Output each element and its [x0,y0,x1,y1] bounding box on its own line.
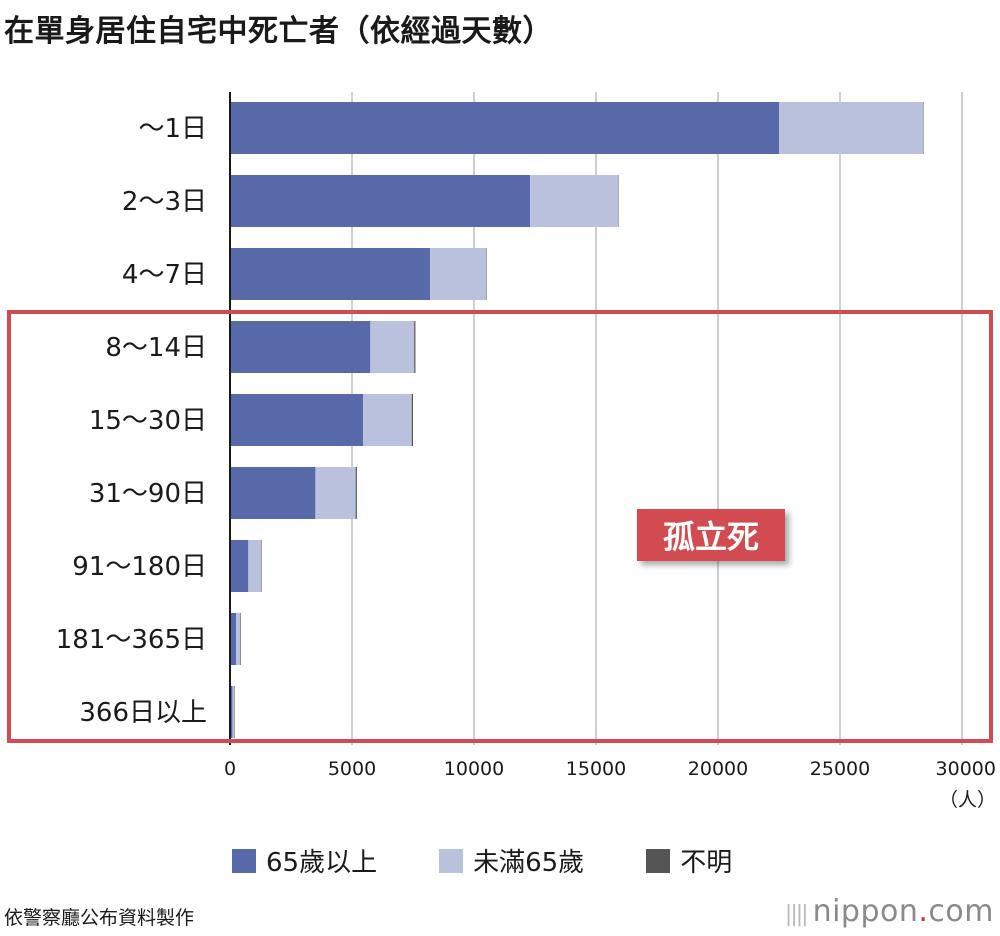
legend-swatch-unknown [646,848,671,873]
legend-item-unknown: 不明 [646,842,732,879]
bar-3-series-1 [370,321,415,373]
bar-5-series-2 [355,467,357,519]
legend-item-65-plus: 65歲以上 [232,842,377,879]
isolated-death-annotation: 孤立死 [637,509,785,561]
brand-bars-icon: |||| [784,902,809,927]
bar-2-series-1 [430,248,487,300]
bar-4-series-1 [362,394,412,446]
bar-1-series-2 [617,175,619,227]
x-tick-label-25000: 25000 [810,758,870,780]
bar-3-series-2 [414,321,416,373]
bar-5-series-0 [230,467,316,519]
legend-label-65-plus: 65歲以上 [266,848,378,878]
bar-6-series-1 [248,540,262,592]
bar-2-series-0 [230,248,431,300]
bar-6-series-2 [261,540,262,592]
category-label-3: 8～14日 [105,333,207,363]
x-tick-label-15000: 15000 [566,758,626,780]
category-label-2: 4～7日 [122,260,207,290]
bar-8-series-2 [234,686,235,738]
category-label-7: 181～365日 [56,625,207,655]
brand-name: nippon [812,894,919,929]
bar-4-series-0 [230,394,363,446]
x-tick-label-30000: 30000 [936,758,996,780]
isolated-death-highlight-box [7,310,993,743]
brand-logo[interactable]: |||| nippon.com [785,894,994,929]
chart-title: 在單身居住自宅中死亡者（依經過天數） [4,14,553,49]
bar-3-series-0 [230,321,371,373]
legend-label-under-65: 未滿65歲 [473,848,585,878]
brand-suffix: com [928,894,994,929]
bar-1-series-1 [530,175,618,227]
bar-7-series-2 [240,613,241,665]
bar-2-series-2 [486,248,487,300]
source-note: 依警察廳公布資料製作 [4,907,195,929]
bar-0-series-0 [230,102,779,154]
x-tick-label-10000: 10000 [444,758,504,780]
brand-dot: . [918,894,929,929]
legend-item-under-65: 未滿65歲 [439,842,584,879]
bar-8-series-0 [230,686,233,738]
bar-0-series-1 [779,102,923,154]
bar-1-series-0 [230,175,531,227]
bar-7-series-1 [236,613,241,665]
bar-5-series-1 [315,467,356,519]
bar-0-series-2 [922,102,924,154]
category-label-5: 31～90日 [89,479,207,509]
legend-swatch-65-plus [232,848,256,873]
category-label-6: 91～180日 [72,552,207,582]
x-tick-label-0: 0 [224,758,236,780]
category-label-1: 2～3日 [122,187,207,217]
bar-4-series-2 [411,394,413,446]
legend-label-unknown: 不明 [680,848,733,878]
legend: 65歲以上 未滿65歲 不明 [232,842,794,879]
bar-6-series-0 [230,540,249,592]
category-label-8: 366日以上 [79,698,207,728]
legend-swatch-under-65 [439,848,464,873]
x-unit-label: （人） [939,789,996,811]
bar-7-series-0 [230,613,237,665]
category-label-4: 15～30日 [89,406,207,436]
category-label-0: ～1日 [138,114,207,144]
x-tick-label-20000: 20000 [688,758,748,780]
x-tick-label-5000: 5000 [328,758,376,780]
bar-8-series-1 [232,686,235,738]
